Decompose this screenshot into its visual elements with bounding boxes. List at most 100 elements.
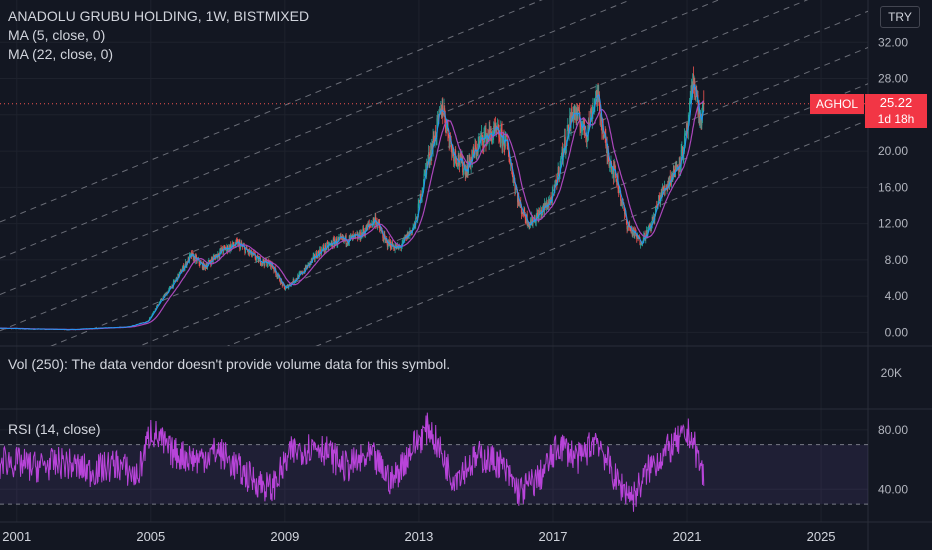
candle-body <box>590 111 592 112</box>
candle-body <box>167 290 169 293</box>
candle <box>671 172 673 182</box>
candle-body <box>430 150 432 161</box>
candle-body <box>437 115 439 119</box>
candle <box>202 260 204 271</box>
candle-body <box>211 258 213 260</box>
candle <box>257 255 259 264</box>
candle-body <box>667 181 669 187</box>
candle-body <box>625 216 627 224</box>
candle-body <box>276 274 278 278</box>
candle-body <box>343 238 345 241</box>
candle-body <box>236 240 238 242</box>
candle-body <box>446 124 448 130</box>
candle-body <box>449 138 451 147</box>
candle-body <box>234 245 236 247</box>
candle <box>496 125 498 134</box>
rsi-legend[interactable]: RSI (14, close) <box>8 421 101 437</box>
candle-body <box>466 170 468 176</box>
candle <box>428 145 430 168</box>
candle-body <box>691 84 693 94</box>
candle-body <box>541 211 543 216</box>
candle-body <box>286 285 288 286</box>
candle-body <box>644 233 646 240</box>
candle-body <box>567 124 569 131</box>
candle-body <box>465 170 467 176</box>
candle-body <box>611 162 613 173</box>
candle <box>433 131 435 144</box>
candle <box>394 243 396 254</box>
candle-body <box>594 98 596 107</box>
candle <box>601 125 603 140</box>
candle-body <box>172 281 174 287</box>
candle-body <box>244 247 246 254</box>
candle-body <box>332 246 334 247</box>
candle <box>229 244 231 254</box>
volume-axis-label: 20K <box>881 366 902 380</box>
candle-body <box>218 255 220 257</box>
candle-body <box>548 201 550 205</box>
candle-body <box>630 227 632 232</box>
candle-body <box>304 270 306 272</box>
trend-line <box>0 0 809 332</box>
candle <box>495 116 497 135</box>
candle <box>157 303 159 307</box>
candle-body <box>490 128 492 136</box>
candle-body <box>632 231 634 236</box>
candle-body <box>584 133 586 136</box>
candle <box>453 156 455 168</box>
candle-body <box>350 236 352 238</box>
candle-body <box>703 102 705 104</box>
candle <box>500 120 502 149</box>
candle-body <box>418 200 420 204</box>
currency-button[interactable]: TRY <box>880 6 920 28</box>
candle <box>527 221 529 229</box>
candle-body <box>439 110 441 112</box>
candle <box>593 107 595 115</box>
candle <box>605 142 607 154</box>
candle-body <box>518 196 520 205</box>
candle <box>285 287 287 291</box>
candle <box>160 297 162 301</box>
candle <box>275 272 277 278</box>
candle-body <box>282 283 284 286</box>
candle-body <box>310 261 312 263</box>
candle-body <box>199 262 201 265</box>
candle <box>357 231 359 242</box>
candle <box>395 243 397 250</box>
candle-body <box>408 231 410 235</box>
candle-body <box>640 243 642 246</box>
candle <box>584 119 586 139</box>
candle-body <box>379 228 381 231</box>
candle-body <box>220 248 222 251</box>
candle-body <box>423 173 425 185</box>
ma22-legend[interactable]: MA (22, close, 0) <box>8 46 114 62</box>
ma5-legend[interactable]: MA (5, close, 0) <box>8 27 106 43</box>
last-price-box: 25.22 1d 18h <box>865 93 927 128</box>
candle-body <box>686 124 688 131</box>
candle-body <box>339 236 341 238</box>
candle-body <box>517 196 519 203</box>
candle-body <box>564 136 566 152</box>
candle-body <box>564 136 566 149</box>
candle-body <box>669 176 671 183</box>
candle <box>518 201 520 207</box>
candle-body <box>188 254 190 262</box>
candle-body <box>231 245 233 247</box>
candle-body <box>288 284 290 286</box>
candle <box>256 256 258 263</box>
candle-body <box>185 261 187 267</box>
candle-body <box>586 138 588 140</box>
candle-body <box>602 124 604 134</box>
candle <box>321 248 323 251</box>
candle-body <box>646 230 648 237</box>
candle-body <box>431 144 433 158</box>
candle-body <box>156 304 158 307</box>
candle-body <box>613 164 615 178</box>
candle-body <box>265 260 267 262</box>
candle-body <box>338 237 340 240</box>
candle-body <box>600 114 602 126</box>
candle-body <box>247 250 249 253</box>
candle <box>699 116 701 128</box>
candle-body <box>600 114 602 118</box>
